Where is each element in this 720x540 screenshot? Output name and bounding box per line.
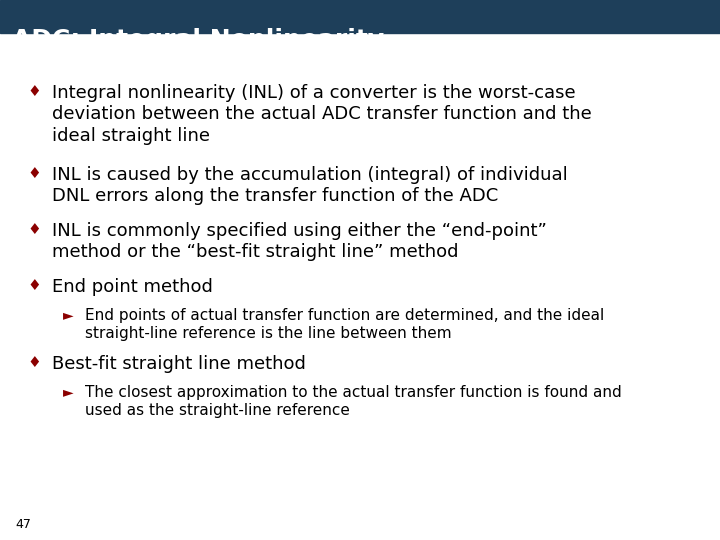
Text: ♦: ♦ — [27, 222, 41, 237]
Text: Integral nonlinearity (INL) of a converter is the worst-case
deviation between t: Integral nonlinearity (INL) of a convert… — [52, 84, 592, 145]
Text: INL is commonly specified using either the “end-point”
method or the “best-fit s: INL is commonly specified using either t… — [52, 222, 546, 261]
Text: End points of actual transfer function are determined, and the ideal
straight-li: End points of actual transfer function a… — [85, 308, 604, 341]
Text: ♦: ♦ — [27, 278, 41, 293]
Text: The closest approximation to the actual transfer function is found and
used as t: The closest approximation to the actual … — [85, 385, 621, 418]
Text: ►: ► — [63, 385, 74, 399]
Text: ►: ► — [63, 308, 74, 322]
Bar — [0, 0, 720, 33]
Text: Best-fit straight line method: Best-fit straight line method — [52, 355, 306, 373]
Text: ♦: ♦ — [27, 355, 41, 370]
Text: ♦: ♦ — [27, 166, 41, 181]
Text: End point method: End point method — [52, 278, 212, 296]
Text: ADC: Integral Nonlinearity: ADC: Integral Nonlinearity — [12, 28, 384, 52]
Text: INL is caused by the accumulation (integral) of individual
DNL errors along the : INL is caused by the accumulation (integ… — [52, 166, 567, 205]
Text: ♦: ♦ — [27, 84, 41, 99]
Text: 47: 47 — [16, 518, 32, 531]
